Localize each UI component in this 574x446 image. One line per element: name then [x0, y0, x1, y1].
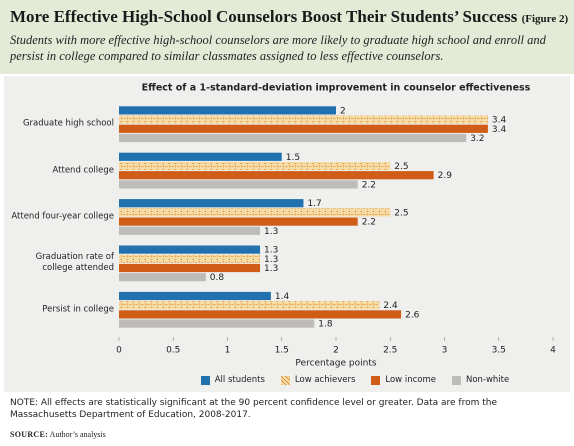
legend-label: Low achievers	[294, 375, 356, 385]
title: More Effective High-School Counselors Bo…	[10, 7, 568, 27]
x-tick-label: 3	[442, 346, 448, 356]
legend-label: Non-white	[465, 375, 510, 385]
value-label: 1.7	[307, 199, 321, 209]
source: SOURCE: Author’s analysis	[10, 430, 106, 439]
legend-item: Low income	[371, 375, 436, 385]
value-label: 2.6	[405, 310, 420, 320]
bar	[119, 301, 380, 310]
title-text: More Effective High-School Counselors Bo…	[10, 7, 518, 26]
legend-label: All students	[214, 375, 265, 385]
bar	[119, 161, 391, 171]
bar	[119, 273, 206, 282]
x-axis-label: Percentage points	[295, 359, 376, 369]
value-label: 1.4	[275, 292, 290, 302]
source-text: Author’s analysis	[49, 430, 106, 439]
subtitle: Students with more effective high-school…	[10, 33, 546, 63]
value-label: 3.2	[470, 134, 484, 144]
bar	[119, 254, 261, 263]
header: More Effective High-School Counselors Bo…	[0, 0, 574, 74]
category-label: Attend four-year college	[11, 211, 114, 222]
bar	[119, 263, 261, 273]
category-label: Attend college	[52, 165, 115, 176]
x-tick-label: 2.5	[383, 346, 397, 356]
value-label: 2.2	[362, 180, 376, 190]
legend: All students Low achievers Low income Non-w…	[140, 375, 570, 385]
value-label: 3.4	[492, 116, 507, 126]
category-label: Graduation rate of college attended	[35, 252, 114, 274]
value-label: 2.5	[394, 162, 408, 172]
value-label: 3.4	[492, 125, 507, 135]
value-label: 1.3	[264, 227, 278, 237]
bar	[119, 115, 488, 124]
chart-title: Effect of a 1-standard-deviation improve…	[142, 83, 531, 94]
x-tick-label: 1.5	[275, 346, 289, 356]
legend-item: Low achievers	[280, 375, 356, 385]
legend-item: All students	[200, 375, 265, 385]
value-label: 1.3	[264, 264, 278, 274]
legend-swatch	[280, 375, 290, 385]
legend-swatch	[451, 375, 461, 385]
bar	[119, 124, 488, 133]
x-tick-label: 2	[333, 346, 339, 356]
value-label: 2	[340, 106, 346, 116]
value-label: 1.3	[264, 246, 278, 256]
bar	[119, 199, 304, 208]
x-tick-label: 4	[550, 346, 556, 356]
value-label: 1.3	[264, 255, 278, 265]
x-tick-label: 0	[116, 346, 122, 356]
bar	[119, 171, 434, 180]
source-label: SOURCE:	[10, 430, 49, 439]
value-label: 0.8	[210, 273, 225, 283]
legend-swatch	[371, 375, 381, 385]
x-tick-label: 3.5	[492, 346, 506, 356]
note: NOTE: All effects are statistically sign…	[10, 398, 498, 420]
value-label: 2.5	[394, 208, 408, 218]
bar	[119, 133, 467, 143]
bar	[119, 106, 336, 115]
category-label: Persist in college	[42, 304, 114, 315]
legend-label: Low income	[385, 375, 436, 385]
x-tick-label: 0.5	[166, 346, 180, 356]
bar	[119, 152, 282, 161]
value-label: 2.4	[383, 301, 398, 311]
legend-item: Non-white	[451, 375, 510, 385]
value-label: 1.8	[318, 320, 333, 330]
bar	[119, 245, 261, 254]
bar	[119, 291, 271, 301]
bar	[119, 180, 358, 189]
value-label: 2.2	[362, 218, 376, 228]
bar	[119, 310, 402, 319]
title-note: (Figure 2)	[521, 13, 569, 25]
bar	[119, 226, 261, 235]
value-label: 1.5	[286, 153, 300, 163]
category-label: Graduate high school	[22, 118, 114, 129]
bar	[119, 319, 315, 328]
value-label: 2.9	[438, 171, 453, 181]
bar	[119, 217, 358, 226]
legend-swatch	[200, 375, 210, 385]
x-tick-label: 1	[225, 346, 231, 356]
bar	[119, 208, 391, 217]
